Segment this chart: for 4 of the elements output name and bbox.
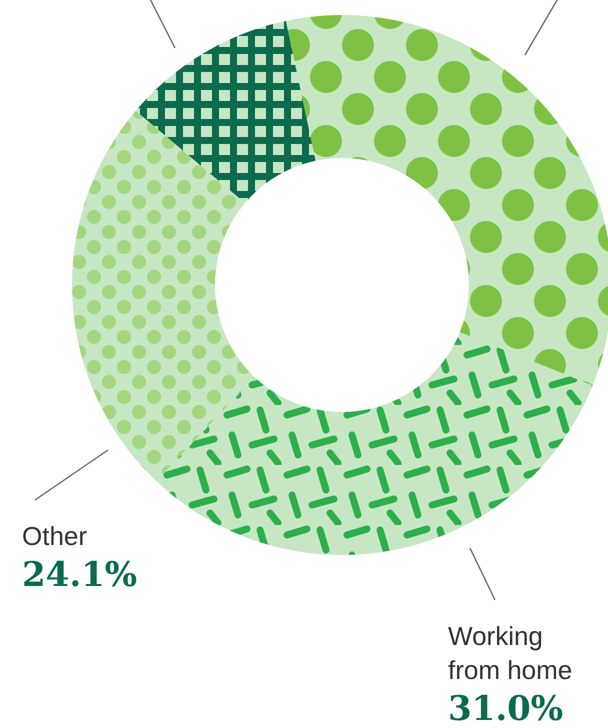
slice-label: Other — [22, 521, 88, 551]
data-label: 24.1% — [22, 555, 138, 595]
slice-label: Working from home — [448, 621, 572, 685]
data-label: 31.0% — [448, 689, 564, 728]
